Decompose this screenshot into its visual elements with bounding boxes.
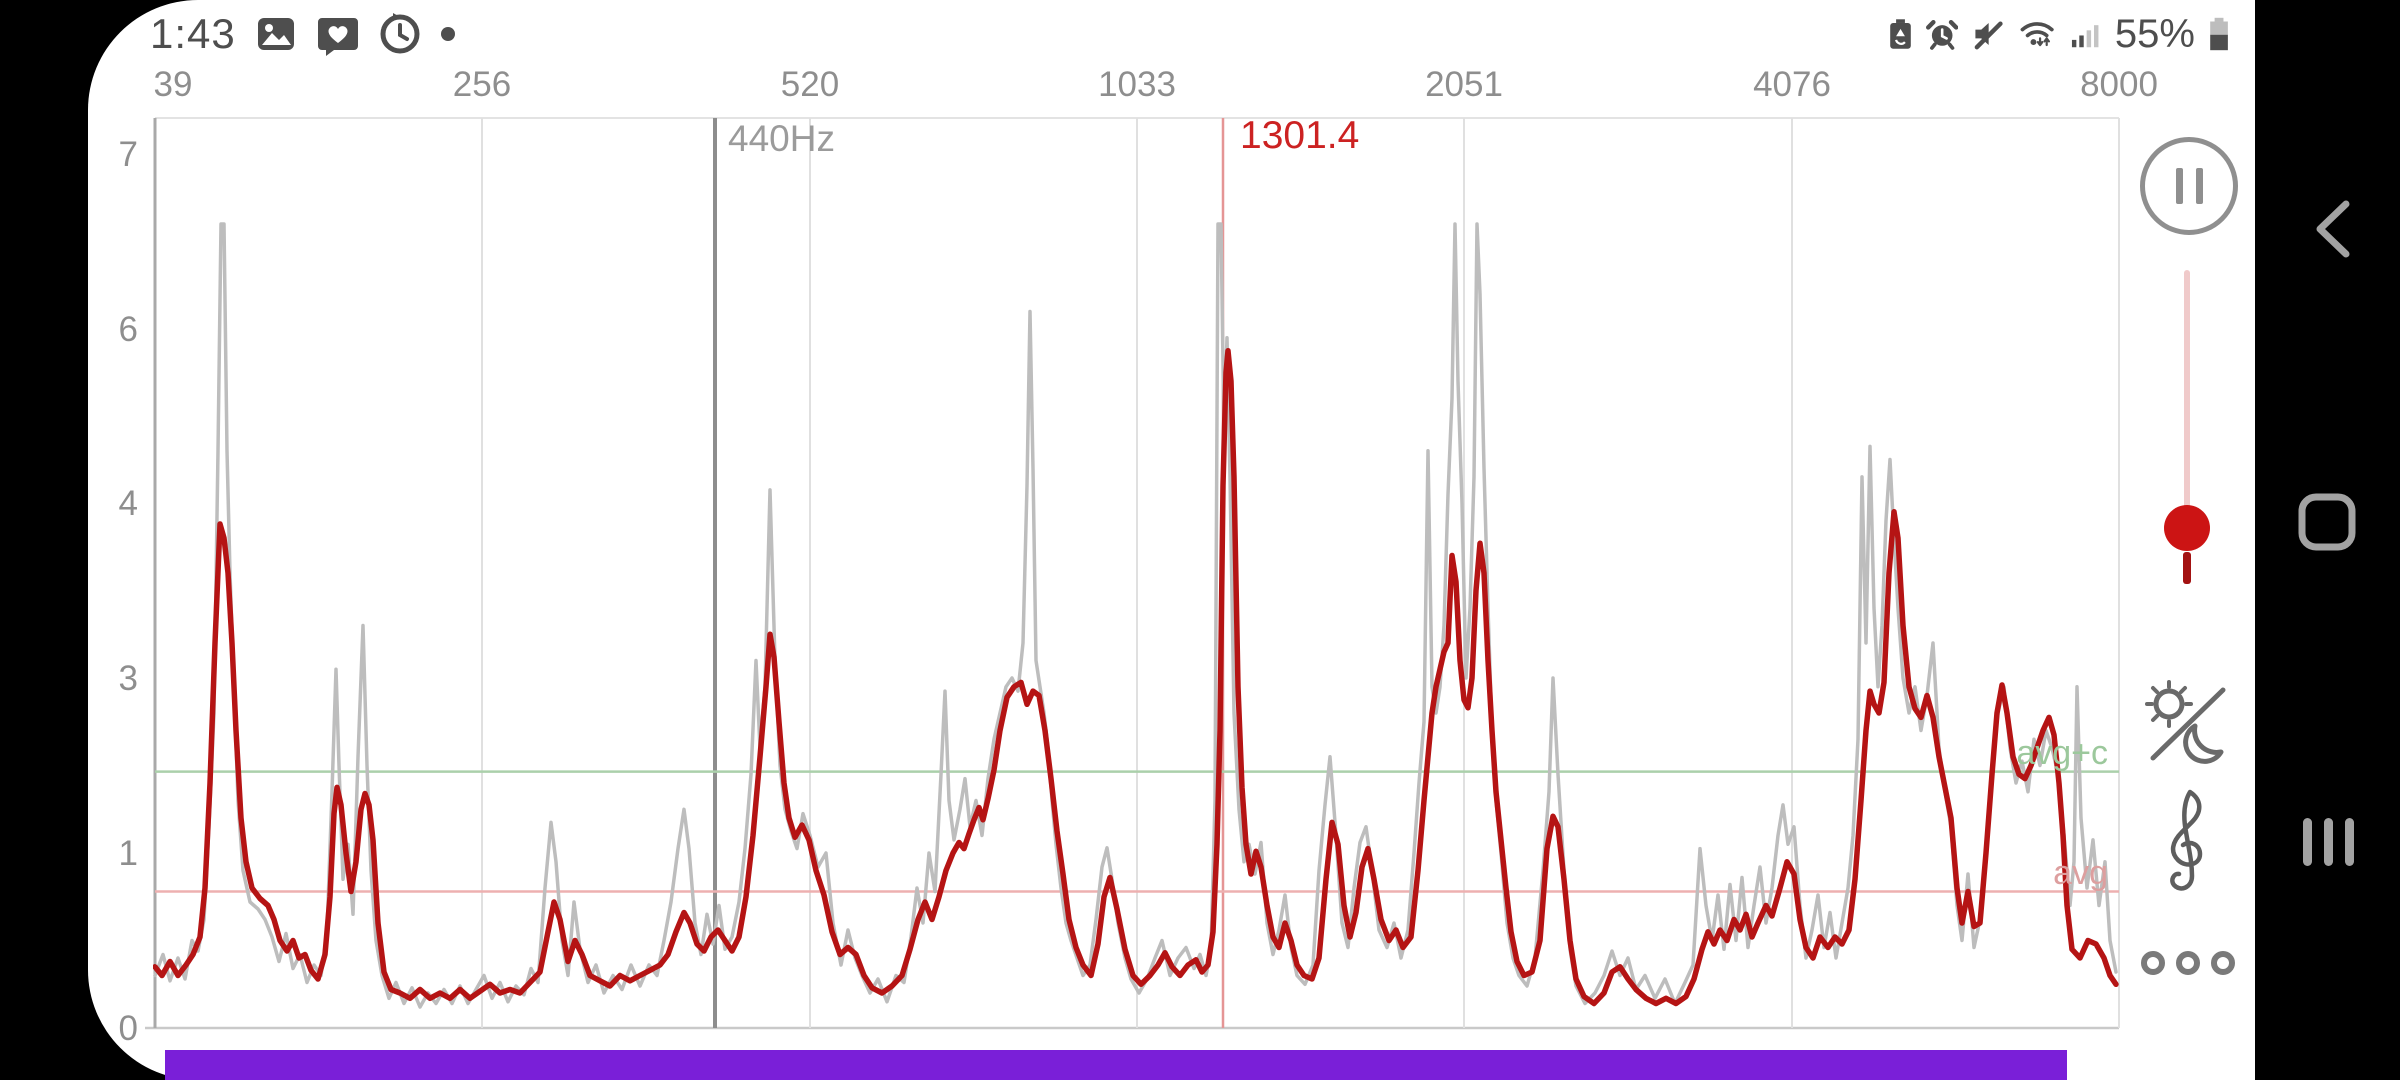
y-tick-label: 6 <box>119 310 138 349</box>
avg-label: avg <box>2053 854 2108 892</box>
spectrum-raw-curve <box>153 222 2118 1009</box>
x-tick-label: 39 <box>154 65 193 104</box>
x-tick-label: 2051 <box>1425 65 1503 104</box>
gallery-icon <box>257 18 294 50</box>
home-icon[interactable] <box>2297 492 2357 552</box>
y-tick-label: 3 <box>119 659 138 698</box>
pause-icon <box>2195 168 2203 204</box>
heart-notification-icon <box>317 18 358 56</box>
pause-button[interactable] <box>2140 137 2238 235</box>
battery-percent: 55% <box>2114 11 2195 56</box>
status-bar-right: 55% <box>1888 10 2230 58</box>
more-options-icon[interactable] <box>2136 946 2240 980</box>
x-tick-label: 1033 <box>1098 65 1176 104</box>
theme-toggle-icon[interactable] <box>2139 674 2235 770</box>
pause-icon <box>2175 168 2183 204</box>
wifi-icon <box>2020 22 2054 47</box>
x-tick-label: 4076 <box>1753 65 1831 104</box>
bottom-accent-bar <box>165 1050 2067 1080</box>
avg-plus-c-label: avg+c <box>2016 734 2108 772</box>
recents-icon[interactable] <box>2299 812 2359 872</box>
x-tick-label: 8000 <box>2080 65 2158 104</box>
update-clock-icon <box>380 13 420 54</box>
y-tick-label: 7 <box>119 135 138 174</box>
navigation-bar <box>2255 0 2400 1080</box>
treble-clef-icon[interactable] <box>2150 788 2226 898</box>
battery-icon <box>2210 17 2228 51</box>
x-tick-label: 256 <box>453 65 511 104</box>
volume-slider-handle[interactable] <box>2164 505 2210 551</box>
clock: 1:43 <box>150 10 236 57</box>
x-tick-label: 520 <box>781 65 839 104</box>
y-tick-label: 0 <box>119 1009 138 1048</box>
y-tick-label: 1 <box>119 834 138 873</box>
status-bar-left: 1:43 <box>150 10 456 58</box>
volume-slider-track[interactable] <box>2184 270 2190 508</box>
alarm-icon <box>1926 20 1959 50</box>
spectrum-smoothed-curve <box>153 348 2119 1007</box>
notification-dot <box>440 27 455 41</box>
mute-icon <box>1975 21 2004 50</box>
y-tick-label: 4 <box>119 484 138 523</box>
volume-slider-fill <box>2183 552 2191 584</box>
back-icon[interactable] <box>2310 198 2354 260</box>
reference-marker-label: 440Hz <box>728 118 835 159</box>
peak-frequency-label: 1301.4 <box>1240 114 1360 157</box>
signal-icon <box>2072 25 2099 48</box>
battery-saver-icon <box>1890 19 1911 49</box>
